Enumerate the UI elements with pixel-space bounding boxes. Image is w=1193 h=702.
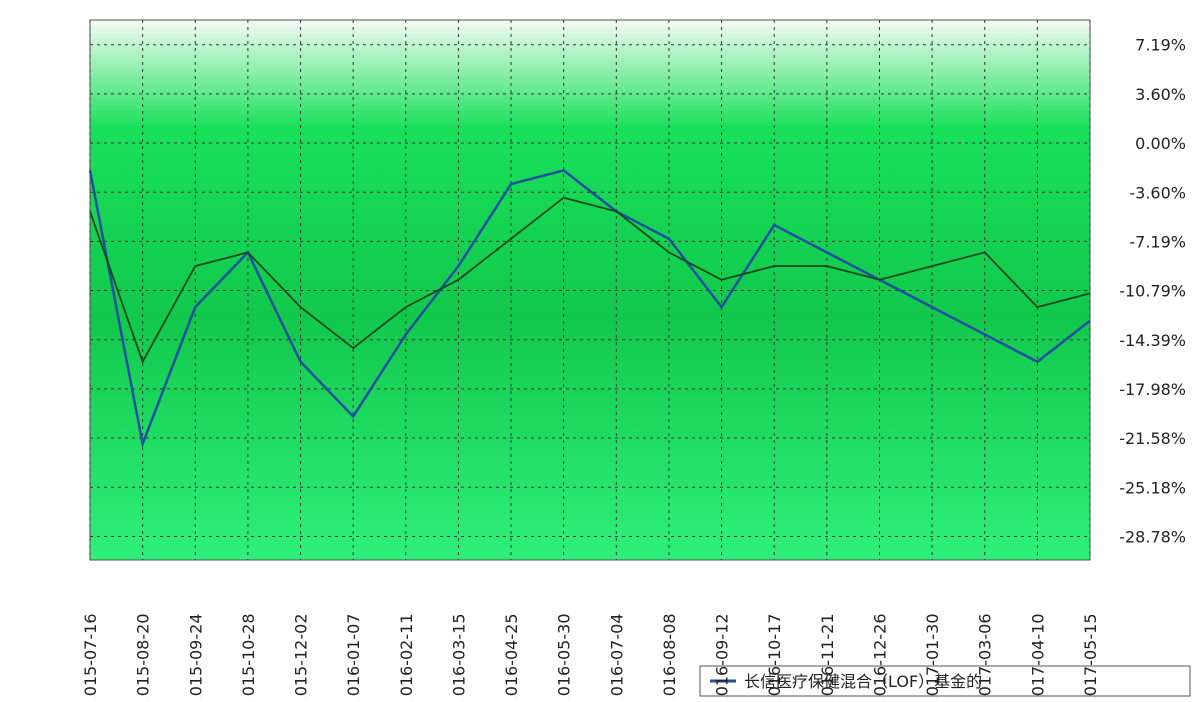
x-tick-label: 2015-10-28 (239, 614, 258, 698)
y-tick-label: 0.00% (1135, 134, 1186, 153)
x-tick-label: 2017-03-06 (976, 614, 995, 698)
x-tick-label: 2016-11-21 (818, 614, 837, 698)
x-tick-label: 2016-01-07 (344, 614, 363, 698)
x-tick-label: 2016-09-12 (713, 614, 732, 698)
y-tick-label: -3.60% (1129, 183, 1186, 202)
x-tick-label: 2016-07-04 (607, 614, 626, 698)
y-tick-label: -21.58% (1119, 429, 1186, 448)
x-tick-label: 2016-05-30 (555, 614, 574, 698)
y-tick-label: -14.39% (1119, 331, 1186, 350)
x-tick-label: 2016-03-15 (449, 614, 468, 698)
x-tick-label: 2016-02-11 (397, 614, 416, 698)
y-tick-label: 3.60% (1135, 85, 1186, 104)
x-tick-label: 2017-05-15 (1081, 614, 1100, 698)
chart: 长信医疗保健混合（LOF）基金的 7.19%3.60%0.00%-3.60%-7… (0, 0, 1193, 698)
y-tick-label: 7.19% (1135, 36, 1186, 55)
x-tick-label: 2016-08-08 (660, 614, 679, 698)
x-tick-label: 2017-01-30 (923, 614, 942, 698)
y-tick-label: -25.18% (1119, 478, 1186, 497)
page: {"chart_data": {"type": "line", "categor… (0, 0, 1193, 698)
y-tick-label: -7.19% (1129, 232, 1186, 251)
x-tick-label: 2016-10-17 (765, 614, 784, 698)
y-tick-label: -10.79% (1119, 282, 1186, 301)
x-tick-label: 2015-07-16 (81, 614, 100, 698)
plot-area (90, 20, 1090, 560)
x-tick-label: 2016-04-25 (502, 614, 521, 698)
y-tick-label: -28.78% (1119, 527, 1186, 546)
x-tick-label: 2016-12-26 (870, 614, 889, 698)
x-tick-label: 2017-04-10 (1028, 614, 1047, 698)
x-tick-label: 2015-08-20 (134, 614, 153, 698)
x-tick-label: 2015-12-02 (292, 614, 311, 698)
x-tick-label: 2015-09-24 (186, 614, 205, 698)
y-tick-label: -17.98% (1119, 380, 1186, 399)
